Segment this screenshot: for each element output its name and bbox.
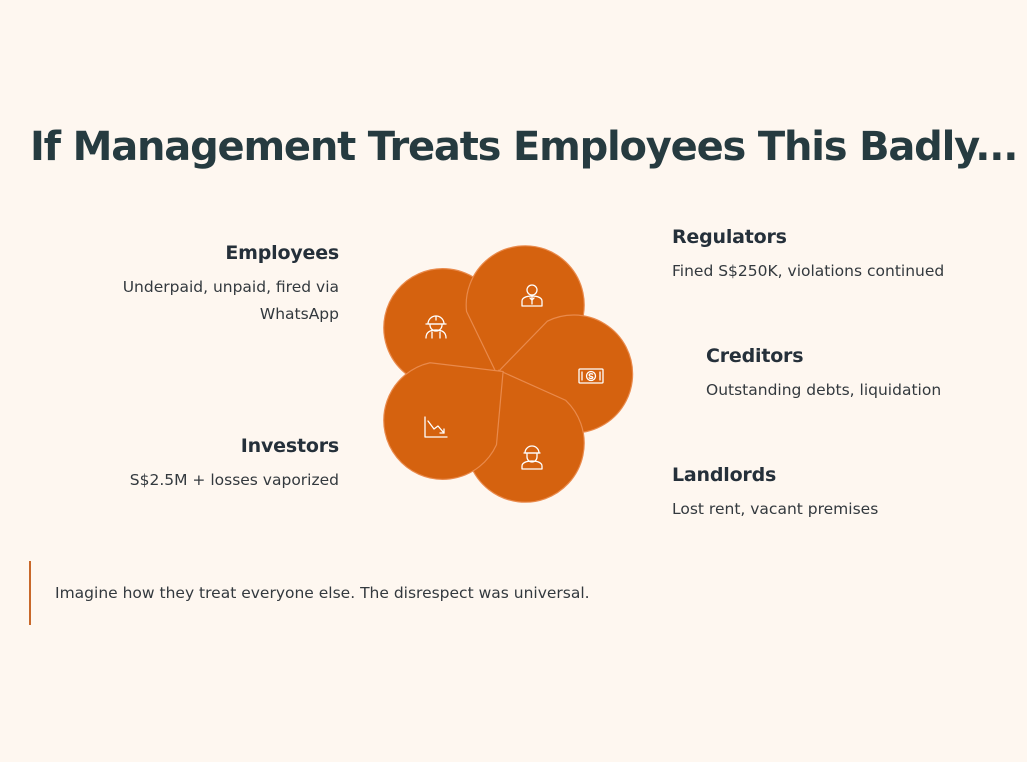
quote-block: Imagine how they treat everyone else. Th… [29,561,590,625]
stakeholder-description: Fined S$250K, violations continued [672,262,945,280]
stakeholder-employees: Employees Underpaid, unpaid, fired via W… [80,242,340,328]
stakeholder-description: Outstanding debts, liquidation [706,381,942,399]
stakeholder-description: Lost rent, vacant premises [672,500,879,518]
stakeholder-description: Underpaid, unpaid, fired via WhatsApp [122,278,339,323]
dollar-bill-icon [578,368,604,384]
stakeholder-description: S$2.5M + losses vaporized [129,471,339,489]
page-title: If Management Treats Employees This Badl… [30,124,1018,170]
stakeholder-name: Creditors [706,345,804,367]
stakeholder-name: Employees [225,242,339,264]
stakeholder-landlords: Landlords Lost rent, vacant premises [672,464,1002,523]
quote-text: Imagine how they treat everyone else. Th… [55,584,590,602]
official-person-icon [521,284,543,307]
construction-worker-icon [425,315,447,339]
stakeholder-investors: Investors S$2.5M + losses vaporized [80,435,339,494]
stakeholder-name: Landlords [672,464,777,486]
stakeholder-creditors: Creditors Outstanding debts, liquidation [706,345,1006,404]
stakeholder-name: Regulators [672,226,787,248]
chart-down-icon [424,416,448,438]
hard-hat-person-icon [521,445,543,470]
stakeholder-name: Investors [240,435,339,457]
stakeholder-regulators: Regulators Fined S$250K, violations cont… [672,226,1002,285]
